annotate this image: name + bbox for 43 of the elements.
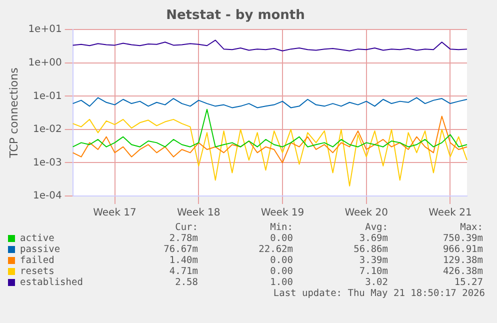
legend-label: passive — [20, 244, 60, 255]
y-tick-label: 1e-02 — [32, 124, 62, 136]
text: 426.38m — [442, 266, 483, 277]
text: 3.02 — [364, 277, 388, 288]
text: 0.00 — [269, 233, 293, 244]
text: 76.67m — [162, 244, 198, 255]
text: 56.86m — [352, 244, 388, 255]
legend-label: failed — [20, 255, 54, 266]
x-tick-label: Week 20 — [344, 208, 388, 219]
text: 3.69m — [358, 233, 388, 244]
text: 15.27 — [453, 277, 483, 288]
y-tick-label: 1e-01 — [32, 90, 62, 102]
text: Last update: Thu May 21 18:50:17 2026 — [272, 288, 485, 299]
x-tick-label: Week 19 — [260, 208, 304, 219]
x-tick-label: Week 18 — [176, 208, 220, 219]
y-tick-label: 1e-03 — [32, 157, 62, 168]
text: 0.00 — [269, 255, 293, 266]
text: 966.91m — [442, 244, 483, 255]
x-tick-label: Week 17 — [93, 208, 136, 219]
text: 0.00 — [269, 266, 293, 277]
text: 4.71m — [168, 266, 198, 277]
text: 750.39m — [442, 233, 483, 244]
y-tick-label: 1e-04 — [32, 190, 62, 202]
y-tick-label: 1e+01 — [28, 24, 62, 36]
text: Avg: — [364, 222, 388, 233]
text: 22.62m — [258, 244, 293, 255]
text: Min: — [269, 222, 293, 233]
chart-title: Netstat - by month — [166, 8, 305, 24]
legend-label: active — [20, 233, 54, 244]
text: 7.10m — [358, 266, 388, 277]
text: 2.78m — [168, 233, 198, 244]
text: Cur: — [174, 222, 198, 233]
y-tick-label: 1e+00 — [28, 57, 62, 68]
x-tick-label: Week 21 — [428, 208, 472, 219]
text: 3.39m — [358, 255, 388, 266]
text: 1.00 — [269, 277, 293, 288]
y-axis-title: TCP connections — [7, 67, 20, 159]
text: 1.40m — [168, 255, 198, 266]
text: Max: — [459, 222, 483, 233]
legend-label: established — [20, 277, 83, 288]
legend-label: resets — [20, 266, 54, 277]
text: 129.38m — [442, 255, 483, 266]
text: 2.58 — [174, 277, 198, 288]
